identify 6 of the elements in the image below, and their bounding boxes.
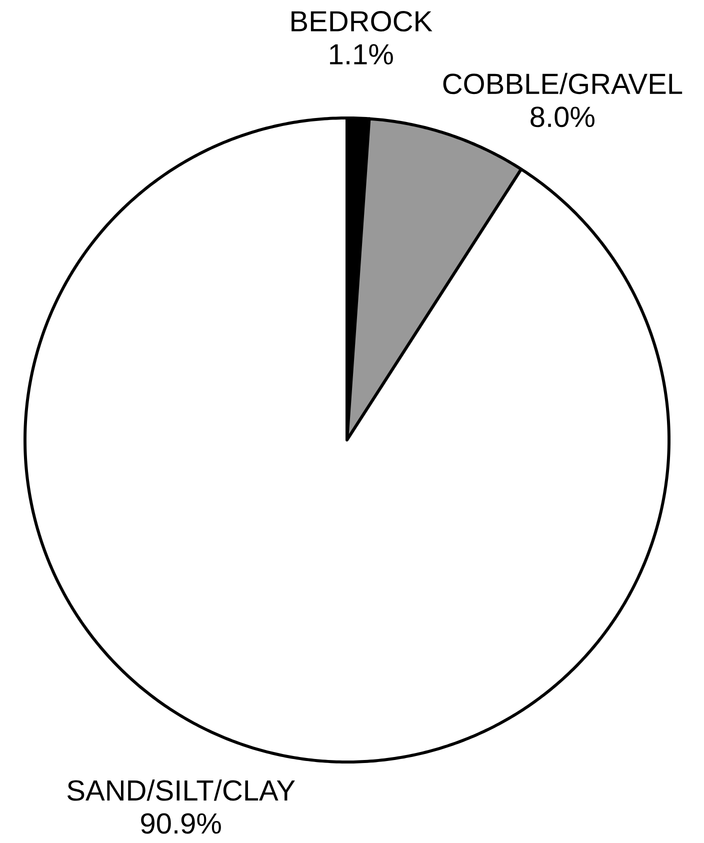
- slice-label: BEDROCK: [292, 11, 432, 32]
- slice-label: SAND/SILT/CLAY: [67, 779, 295, 801]
- data-label: 8.0%: [530, 106, 594, 128]
- slice-label: COBBLE/GRAVEL: [443, 72, 682, 94]
- data-label: 1.1%: [330, 44, 393, 64]
- data-label: 90.9%: [141, 813, 221, 834]
